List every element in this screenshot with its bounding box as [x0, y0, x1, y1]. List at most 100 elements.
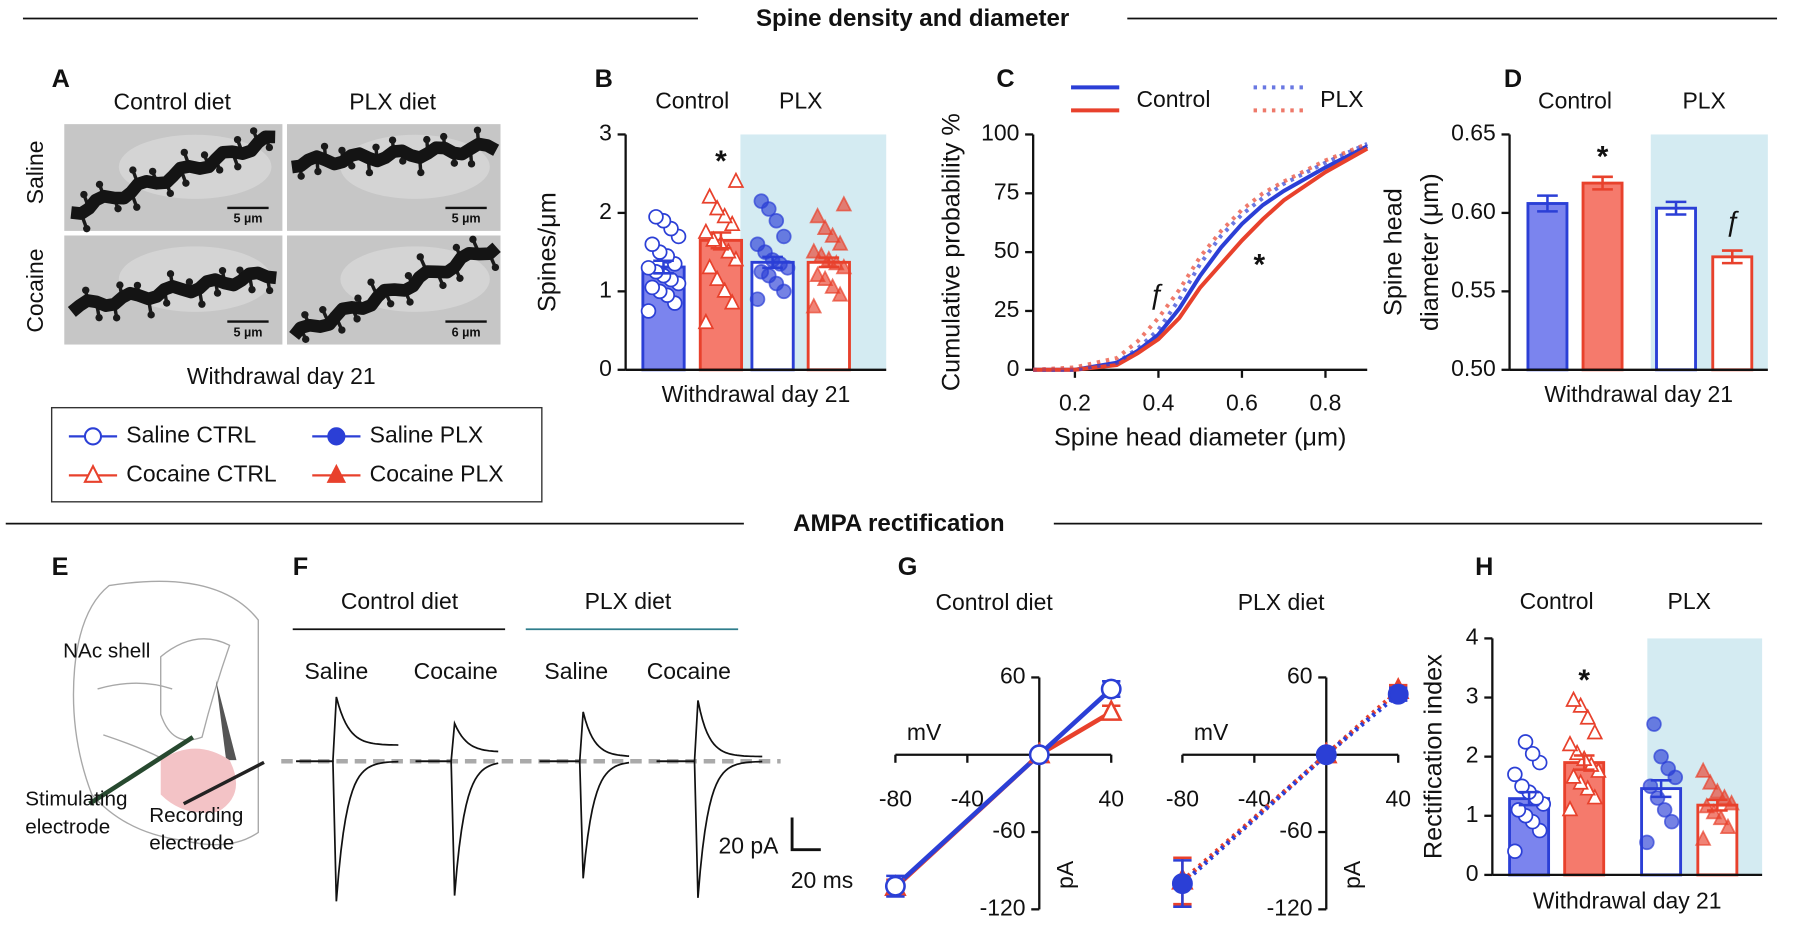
spine-head	[265, 143, 274, 152]
data-point	[1524, 745, 1541, 762]
y-tick-label: 25	[994, 296, 1020, 322]
spine-head	[406, 298, 414, 306]
current-trace	[539, 760, 630, 879]
x-tick-label: 40	[1098, 786, 1124, 812]
brain-ventricle	[160, 638, 231, 741]
y-tick-label: 3	[1466, 683, 1479, 709]
current-trace	[656, 760, 763, 898]
panel-letter: C	[996, 65, 1014, 93]
section-heading: Spine density and diameter	[756, 5, 1070, 32]
data-point	[1656, 802, 1673, 818]
nac-region	[160, 748, 237, 813]
data-point	[640, 260, 657, 276]
data-point	[1646, 716, 1662, 732]
annotation: ƒ	[1148, 279, 1163, 310]
spine-head	[233, 135, 242, 144]
current-trace	[539, 711, 630, 763]
data-point	[708, 269, 726, 286]
scale-bar-label: 20 pA	[718, 832, 779, 858]
spine-head	[354, 294, 362, 302]
data-point	[1694, 829, 1712, 846]
spine-head	[297, 172, 305, 180]
spine-head	[320, 142, 329, 151]
spine-head	[473, 126, 482, 134]
y-tick-label: 3	[599, 120, 612, 146]
data-point	[708, 199, 726, 216]
data-point	[1507, 766, 1523, 783]
spine-head	[95, 180, 104, 189]
scale-bar-label: 5 µm	[233, 325, 262, 339]
dendrite	[70, 130, 276, 220]
legend-marker	[326, 463, 347, 483]
data-point	[809, 207, 826, 224]
iv-line	[1180, 692, 1400, 886]
x-axis-label: Withdrawal day 21	[662, 381, 851, 407]
spine-head	[116, 281, 124, 289]
spine-head	[133, 281, 142, 290]
section-heading: AMPA rectification	[793, 510, 1005, 537]
spine-head	[439, 281, 447, 290]
column-label: Control diet	[114, 89, 232, 115]
data-point	[727, 171, 745, 188]
error-bar	[1518, 790, 1540, 807]
y-tick-label: 0	[1007, 355, 1020, 381]
bar	[1655, 206, 1697, 372]
data-point	[701, 187, 718, 204]
y-tick-label: 75	[994, 178, 1020, 204]
spine-head	[216, 166, 224, 174]
panel-letter: A	[52, 65, 70, 93]
spine-head	[319, 306, 327, 314]
data-point	[1709, 782, 1726, 799]
spine-head	[338, 326, 346, 334]
spine-head	[249, 127, 258, 135]
x-axis-label: Withdrawal day 21	[1544, 381, 1733, 407]
bar	[1711, 255, 1754, 372]
data-point	[1387, 683, 1409, 705]
chart-title: PLX diet	[1238, 589, 1325, 615]
x-axis-label: mV	[1194, 719, 1229, 745]
error-bar	[1650, 779, 1672, 799]
data-point	[697, 222, 715, 239]
spine-head	[166, 189, 174, 198]
legend-marker	[83, 463, 103, 483]
scale-bar-label: 20 ms	[791, 867, 853, 893]
y-tick-label: 1	[1466, 801, 1479, 827]
y-tick-label: -120	[1267, 894, 1313, 920]
spine-head	[218, 267, 227, 275]
annotation: *	[1254, 248, 1266, 281]
legend-label: Control	[1136, 86, 1210, 112]
y-axis-label: diameter (μm)	[1416, 173, 1444, 331]
data-point	[1171, 873, 1193, 895]
spine-head	[129, 166, 137, 174]
spine-head	[83, 224, 91, 233]
y-tick-label: 4	[1466, 623, 1479, 649]
electrode-label: electrode	[25, 815, 110, 838]
region-label: NAc shell	[63, 640, 150, 663]
spine-head	[182, 179, 190, 187]
panel-letter: D	[1504, 65, 1522, 93]
brain-tract	[215, 679, 237, 761]
data-point	[1642, 778, 1659, 794]
spine-head	[491, 263, 500, 272]
group-label: PLX	[779, 87, 822, 113]
group-label: Control	[1520, 588, 1594, 614]
dendrite	[67, 266, 277, 317]
spine-head	[200, 151, 209, 159]
data-point	[716, 281, 733, 298]
spine-head	[386, 300, 395, 308]
cdf-line	[1033, 146, 1369, 372]
y-tick-label: 1	[599, 276, 612, 302]
y-tick-label: 60	[1000, 663, 1026, 689]
annotation: *	[1578, 664, 1590, 697]
data-point	[705, 230, 722, 247]
x-tick-label: 0.8	[1310, 389, 1342, 415]
error-bar	[653, 259, 674, 275]
recording-electrode	[182, 760, 265, 806]
dendrite	[289, 242, 501, 340]
error-bar	[1665, 200, 1687, 216]
data-point	[805, 242, 823, 259]
data-point	[1698, 797, 1715, 814]
spine-head	[314, 167, 322, 176]
electrode-label: electrode	[149, 831, 234, 854]
